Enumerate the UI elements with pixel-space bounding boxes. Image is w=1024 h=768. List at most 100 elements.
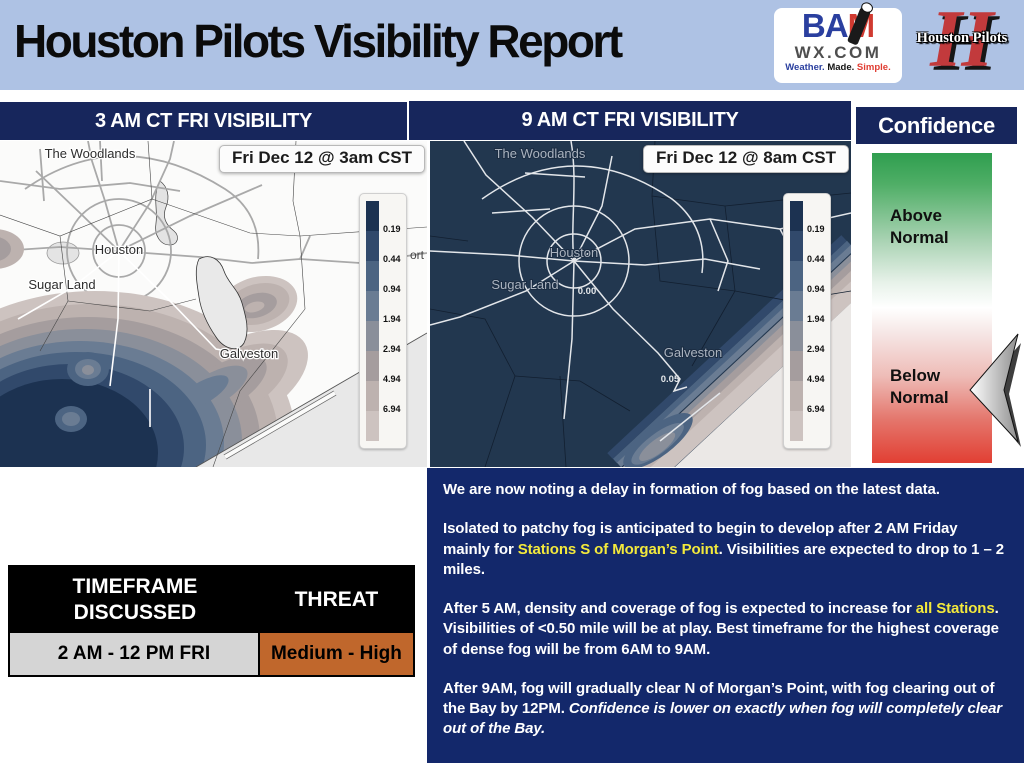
body-text: . Visibilities are expected to drop to 1… — [443, 540, 1004, 578]
threat-table: TIMEFRAME DISCUSSED THREAT 2 AM - 12 PM … — [8, 565, 415, 677]
body-text: Isolated to patchy fog is anticipated to… — [443, 520, 958, 558]
forecast-discussion-panel: We are now noting a delay in formation o… — [427, 468, 1024, 763]
map2-title-bar: 9 AM CT FRI VISIBILITY — [409, 101, 851, 140]
confidence-gradient-bar: Above Normal Below Normal — [872, 153, 992, 463]
legend-tick-label: 1.94 — [807, 314, 825, 324]
highways-over-fog — [17, 250, 249, 427]
report-header: Houston Pilots Visibility Report BAM WX.… — [0, 0, 1024, 90]
legend-color-cell — [790, 321, 803, 351]
map-3am-svg: The Woodlands Houston Sugar Land Galvest… — [0, 141, 427, 467]
legend-color-cell — [790, 381, 803, 411]
legend-color-cell — [790, 231, 803, 261]
highlighted-text: all Stations — [915, 600, 995, 617]
tagline-weather: Weather. — [785, 62, 825, 74]
value-label-galveston: 0.05 — [661, 374, 680, 385]
legend-tick-labels: 0.19 0.44 0.94 1.94 2.94 4.94 6.94 — [803, 201, 827, 441]
confidence-below-normal-label: Below Normal — [890, 366, 949, 408]
label-the-woodlands: The Woodlands — [495, 146, 586, 161]
map2-visibility-legend: 0.19 0.44 0.94 1.94 2.94 4.94 6.94 — [783, 193, 831, 449]
map1-title-bar: 3 AM CT FRI VISIBILITY — [0, 102, 407, 140]
tagline-simple: Simple. — [856, 62, 891, 74]
arrow-chevron — [969, 333, 1019, 443]
galveston-island — [223, 391, 337, 459]
fog-contours — [0, 229, 308, 467]
map1-visibility-legend: 0.19 0.44 0.94 1.94 2.94 4.94 6.94 — [359, 193, 407, 449]
houston-pilots-logo: H Houston Pilots — [904, 0, 1020, 86]
legend-color-cell — [366, 411, 379, 441]
legend-tick-label: 0.94 — [807, 284, 825, 294]
legend-color-cell — [366, 291, 379, 321]
roads-gray — [0, 141, 427, 304]
confidence-above-normal-label: Above Normal — [890, 206, 949, 248]
legend-tick-label: 2.94 — [807, 344, 825, 354]
legend-color-cells — [790, 201, 803, 441]
legend-tick-label: 2.94 — [383, 344, 401, 354]
visibility-map-9am: The Woodlands Houston Sugar Land Galvest… — [430, 141, 851, 467]
discussion-paragraphs: We are now noting a delay in formation o… — [443, 480, 1008, 740]
legend-color-cells — [366, 201, 379, 441]
legend-tick-label: 0.94 — [383, 284, 401, 294]
legend-color-cell — [790, 261, 803, 291]
discussion-paragraph: After 9AM, fog will gradually clear N of… — [443, 679, 1008, 740]
label-galveston: Galveston — [220, 346, 279, 361]
highlighted-text: Stations S of Morgan’s Point — [517, 540, 719, 558]
threat-value-cell: Medium - High — [259, 633, 413, 675]
label-houston: Houston — [95, 242, 143, 257]
legend-tick-label: 1.94 — [383, 314, 401, 324]
label-sugar-land: Sugar Land — [491, 277, 558, 292]
legend-tick-labels: 0.19 0.44 0.94 1.94 2.94 4.94 6.94 — [379, 201, 403, 441]
legend-color-cell — [790, 411, 803, 441]
pilots-logo-label: Houston Pilots — [916, 30, 1008, 46]
value-label-houston: 0.00 — [578, 286, 597, 297]
galveston-bay — [195, 256, 248, 350]
threat-table-header-row: TIMEFRAME DISCUSSED THREAT — [10, 567, 413, 633]
legend-color-cell — [790, 291, 803, 321]
legend-tick-label: 0.44 — [807, 254, 825, 264]
bamwx-wordmark: BAM — [801, 4, 875, 46]
legend-color-cell — [366, 381, 379, 411]
legend-color-cell — [366, 351, 379, 381]
timeframe-header-text: TIMEFRAME DISCUSSED — [72, 574, 198, 624]
island-fog-bands — [623, 413, 693, 467]
bamwx-tagline: Weather. Made. Simple. — [774, 62, 902, 73]
page-title: Houston Pilots Visibility Report — [14, 15, 623, 67]
timeframe-value-cell: 2 AM - 12 PM FRI — [10, 633, 260, 675]
discussion-paragraph: Isolated to patchy fog is anticipated to… — [443, 519, 1008, 580]
legend-tick-label: 0.19 — [383, 224, 401, 234]
discussion-paragraph: After 5 AM, density and coverage of fog … — [443, 599, 1008, 660]
legend-tick-label: 4.94 — [383, 374, 401, 384]
label-the-woodlands: The Woodlands — [45, 146, 136, 161]
legend-tick-label: 0.19 — [807, 224, 825, 234]
legend-color-cell — [366, 201, 379, 231]
label-houston: Houston — [550, 245, 598, 260]
visibility-map-3am: The Woodlands Houston Sugar Land Galvest… — [0, 141, 427, 467]
body-text: After 9AM, fog will gradually clear N of… — [443, 679, 995, 717]
discussion-paragraph: We are now noting a delay in formation o… — [443, 480, 1008, 500]
map1-timestamp-badge: Fri Dec 12 @ 3am CST — [218, 145, 425, 173]
confidence-title-bar: Confidence — [856, 107, 1017, 144]
threat-header-cell: THREAT — [294, 587, 379, 611]
legend-color-cell — [790, 201, 803, 231]
legend-tick-label: 0.44 — [383, 254, 401, 264]
body-text: We are now noting a delay in formation o… — [443, 481, 940, 498]
body-text: After 5 AM, density and coverage of fog … — [443, 600, 916, 617]
legend-tick-label: 6.94 — [807, 404, 825, 414]
tagline-made: Made. — [827, 62, 855, 74]
legend-tick-label: 4.94 — [807, 374, 825, 384]
italic-text: Confidence is lower on exactly when fog … — [443, 700, 1003, 738]
body-text: . Visibilities of <0.50 mile will be at … — [443, 600, 999, 658]
bamwx-domain: WX.COM — [794, 42, 882, 62]
label-galveston: Galveston — [664, 345, 723, 360]
label-sugar-land: Sugar Land — [28, 277, 95, 292]
legend-color-cell — [790, 351, 803, 381]
legend-tick-label: 6.94 — [383, 404, 401, 414]
label-partial-port: ort — [410, 248, 425, 262]
threat-table-data-row: 2 AM - 12 PM FRI Medium - High — [10, 633, 413, 675]
confidence-indicator-arrow — [969, 333, 1021, 447]
timeframe-header-cell: TIMEFRAME DISCUSSED — [10, 574, 260, 627]
lake-houston — [155, 180, 178, 246]
bamwx-letters-ba: BA — [801, 7, 849, 44]
bamwx-logo: BAM WX.COM Weather. Made. Simple. — [774, 4, 902, 83]
legend-color-cell — [366, 321, 379, 351]
pilots-h-monogram: H — [930, 0, 994, 84]
